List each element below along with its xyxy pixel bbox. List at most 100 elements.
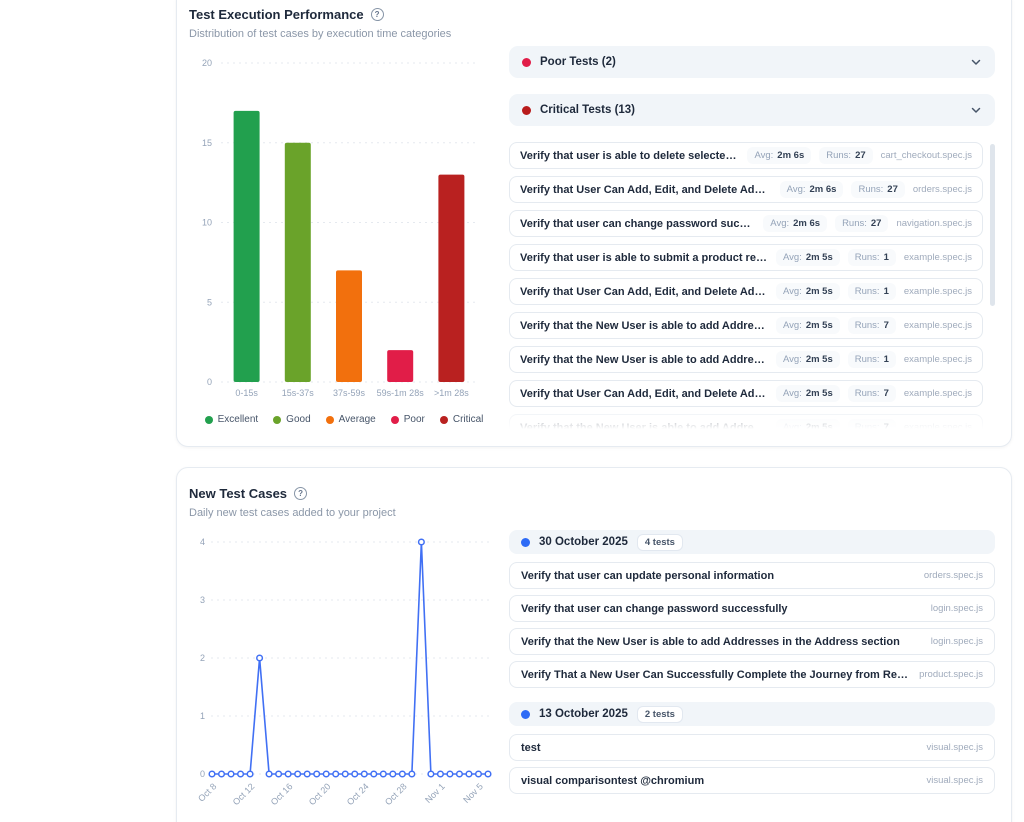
avg-pill-label: Avg: (782, 388, 802, 399)
new-card-subtitle: Daily new test cases added to your proje… (189, 507, 396, 519)
poor-tests-label: Poor Tests (2) (540, 56, 616, 68)
runs-pill: Runs: 1 (847, 351, 896, 368)
avg-pill-value: 2m 5s (805, 422, 833, 429)
svg-text:Oct 20: Oct 20 (307, 781, 333, 807)
legend-label: Excellent (217, 414, 259, 425)
spec-file-name: product.spec.js (919, 669, 983, 680)
svg-text:3: 3 (200, 595, 205, 605)
runs-pill: Runs: 27 (835, 215, 889, 232)
svg-text:4: 4 (200, 537, 205, 547)
svg-text:Oct 16: Oct 16 (269, 781, 295, 807)
runs-pill-label: Runs: (854, 422, 880, 429)
new-test-row[interactable]: Verify that user can update personal inf… (509, 562, 995, 589)
test-name: Verify that user is able to delete selec… (520, 149, 739, 162)
svg-text:1: 1 (200, 711, 205, 721)
test-row[interactable]: Verify that the New User is able to add … (509, 414, 983, 429)
group-date: 30 October 2025 (539, 536, 628, 548)
question-circle-icon[interactable]: ? (370, 8, 384, 21)
avg-pill-value: 2m 5s (805, 354, 833, 365)
runs-pill: Runs: 7 (847, 385, 896, 402)
test-row[interactable]: Verify that user is able to submit a pro… (509, 244, 983, 271)
test-name: Verify that user can update personal inf… (521, 569, 775, 582)
legend-item: Excellent (204, 414, 259, 425)
test-row[interactable]: Verify that the New User is able to add … (509, 312, 983, 339)
test-row[interactable]: Verify that User Can Add, Edit, and Dele… (509, 176, 983, 203)
new-test-row[interactable]: Verify that user can change password suc… (509, 595, 995, 622)
test-name: Verify that the New User is able to add … (520, 319, 768, 332)
legend-item: Critical (439, 414, 484, 425)
test-row[interactable]: Verify that user can change password suc… (509, 210, 983, 237)
svg-text:Oct 24: Oct 24 (345, 781, 371, 807)
spec-file-name: example.spec.js (903, 354, 972, 365)
svg-text:15: 15 (202, 138, 212, 148)
slow-tests-panel: Poor Tests (2) Critical Tests (13) Verif… (509, 46, 995, 432)
test-row[interactable]: Verify that User Can Add, Edit, and Dele… (509, 380, 983, 407)
test-name: test (521, 741, 541, 754)
avg-pill: Avg: 2m 5s (775, 351, 840, 368)
perf-card-subtitle: Distribution of test cases by execution … (189, 28, 452, 40)
poor-dot-icon (522, 57, 531, 67)
avg-pill-label: Avg: (770, 218, 790, 229)
avg-pill: Avg: 2m 6s (763, 215, 828, 232)
new-test-row[interactable]: Verify That a New User Can Successfully … (509, 661, 995, 688)
avg-pill: Avg: 2m 5s (775, 249, 840, 266)
test-name: Verify that the New User is able to add … (521, 635, 900, 648)
spec-file-name: example.spec.js (903, 252, 972, 263)
runs-pill-value: 27 (855, 150, 866, 161)
question-circle-icon[interactable]: ? (294, 487, 308, 500)
legend-label: Critical (452, 414, 484, 425)
legend-item: Average (325, 414, 376, 425)
runs-pill-value: 7 (883, 320, 889, 331)
test-name: Verify that User Can Add, Edit, and Dele… (520, 183, 772, 196)
new-test-row[interactable]: visual comparisontest @chromium visual.sp… (509, 767, 995, 794)
legend-item: Good (273, 414, 311, 425)
runs-pill-label: Runs: (854, 252, 880, 263)
avg-pill-value: 2m 6s (777, 150, 805, 161)
svg-text:Oct 8: Oct 8 (196, 781, 218, 803)
test-row[interactable]: Verify that User Can Add, Edit, and Dele… (509, 278, 983, 305)
avg-pill-label: Avg: (782, 320, 802, 331)
runs-pill: Runs: 1 (847, 283, 896, 300)
spec-file-name: visual.spec.js (926, 742, 984, 753)
avg-pill: Avg: 2m 5s (775, 385, 840, 402)
svg-text:15s-37s: 15s-37s (282, 388, 315, 398)
perf-card-header: Test Execution Performance ? Distributio… (189, 7, 451, 40)
svg-text:Nov 1: Nov 1 (423, 781, 447, 805)
test-name: Verify that the New User is able to add … (520, 421, 768, 430)
avg-pill-value: 2m 5s (805, 320, 833, 331)
test-row[interactable]: Verify that the New User is able to add … (509, 346, 983, 373)
avg-pill-label: Avg: (754, 150, 774, 161)
test-name: Verify that user can change password suc… (520, 217, 756, 230)
legend-label: Average (338, 414, 376, 425)
avg-pill-value: 2m 6s (793, 218, 821, 229)
runs-pill-value: 7 (883, 388, 889, 399)
runs-pill: Runs: 27 (819, 147, 873, 164)
avg-pill: Avg: 2m 6s (779, 181, 844, 198)
spec-file-name: orders.spec.js (923, 570, 983, 581)
svg-text:Oct 12: Oct 12 (231, 781, 257, 807)
poor-tests-accordion[interactable]: Poor Tests (2) (509, 46, 995, 78)
avg-pill-label: Avg: (782, 252, 802, 263)
new-test-row[interactable]: test visual.spec.js (509, 734, 995, 761)
date-dot-icon (521, 709, 530, 719)
spec-file-name: visual.spec.js (926, 775, 984, 786)
avg-pill-value: 2m 5s (805, 388, 833, 399)
legend-item: Poor (390, 414, 425, 425)
test-name: Verify that user can change password suc… (521, 602, 788, 615)
test-row[interactable]: Verify that user is able to delete selec… (509, 142, 983, 169)
new-test-cases-card: New Test Cases ? Daily new test cases ad… (176, 467, 1012, 822)
list-scrollbar-thumb[interactable] (990, 144, 995, 306)
new-test-row[interactable]: Verify that the New User is able to add … (509, 628, 995, 655)
critical-tests-list: Verify that user is able to delete selec… (509, 142, 995, 429)
date-group: 30 October 2025 4 tests Verify that user c… (509, 530, 995, 688)
test-name: Verify That a New User Can Successfully … (521, 668, 909, 681)
avg-pill: Avg: 2m 6s (747, 147, 812, 164)
legend-dot-icon (325, 415, 334, 424)
list-scrollbar[interactable] (990, 144, 995, 427)
legend-dot-icon (390, 415, 399, 424)
svg-text:>1m 28s: >1m 28s (434, 388, 469, 398)
spec-file-name: navigation.spec.js (896, 218, 972, 229)
runs-pill-value: 7 (883, 422, 889, 429)
new-card-header: New Test Cases ? Daily new test cases ad… (189, 486, 396, 519)
critical-tests-accordion[interactable]: Critical Tests (13) (509, 94, 995, 126)
